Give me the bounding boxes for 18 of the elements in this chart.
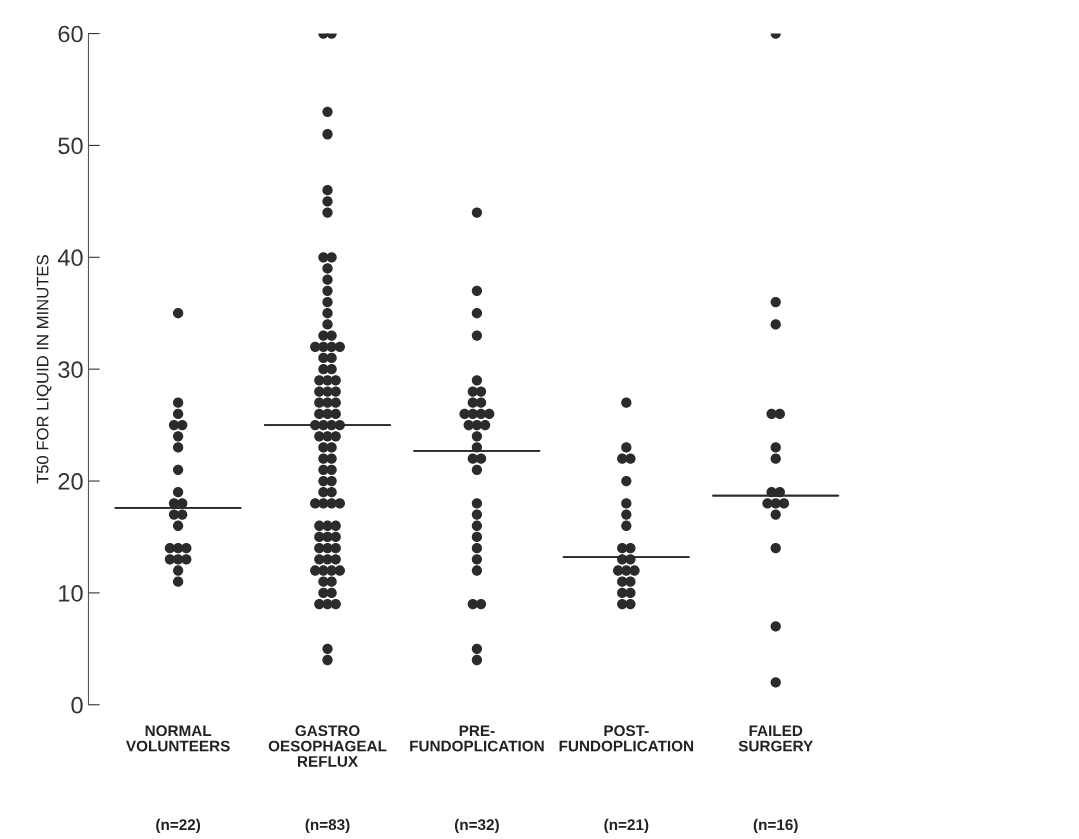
- y-tick-label: 20: [58, 473, 83, 490]
- y-tick-label: 50: [58, 137, 83, 155]
- y-tick-label: 0: [71, 696, 83, 714]
- y-tick-label: 30: [58, 361, 83, 378]
- x-tick-label: FAILED SURGERY: [738, 725, 813, 752]
- text: (n=16): [753, 818, 798, 834]
- text: (n=32): [454, 818, 499, 834]
- y-tick-label: 40: [57, 249, 83, 267]
- x-tick-label: PRE- FUNDOPLICATION: [410, 725, 544, 752]
- x-tick-label: NORMAL VOLUNTEERS: [126, 725, 230, 752]
- y-tick-label: 60: [58, 25, 83, 43]
- x-tick-label: GASTRO OESOPHAGEAL REFLUX: [268, 725, 387, 767]
- y-tick-label: 10: [59, 584, 83, 602]
- text: (n=21): [604, 818, 649, 834]
- text: (n=22): [156, 818, 201, 834]
- x-tick-label: POST- FUNDOPLICATION: [559, 725, 694, 752]
- text: (n=83): [305, 818, 350, 834]
- y-axis-title: T50 FOR LIQUID IN MINUTES: [36, 255, 52, 484]
